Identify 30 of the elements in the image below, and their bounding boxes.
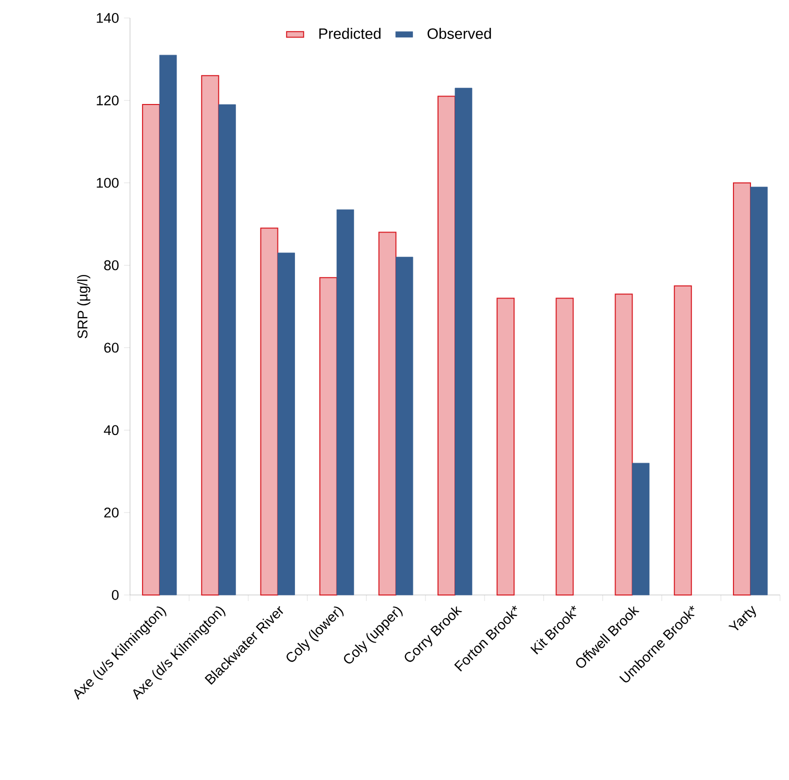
legend-label: Observed: [428, 28, 491, 39]
y-tick-label: 40: [104, 425, 119, 436]
y-tick-label: 80: [104, 260, 119, 270]
legend-label: Predicted: [319, 28, 381, 39]
y-tick-label: 60: [104, 342, 119, 353]
bar: [218, 104, 236, 596]
bar: [674, 285, 692, 596]
bar: [396, 256, 414, 596]
bar: [378, 232, 396, 596]
bar: [454, 88, 472, 596]
bar: [556, 298, 574, 596]
bar: [614, 294, 633, 596]
bar: [201, 75, 220, 596]
bar: [159, 54, 177, 596]
bar: [278, 252, 295, 596]
y-tick-label: 20: [104, 508, 119, 518]
bar: [732, 182, 751, 596]
bar: [438, 96, 456, 596]
bar: [632, 462, 650, 596]
bar: [260, 228, 278, 596]
bar: [319, 277, 338, 596]
y-tick-label: 140: [96, 13, 119, 23]
bar: [496, 298, 515, 596]
y-tick-label: 120: [96, 95, 119, 106]
y-tick-label: 100: [96, 178, 119, 188]
bar: [750, 186, 768, 596]
y-axis-title: SRP (µg/l): [77, 274, 90, 338]
bar: [336, 209, 354, 596]
y-tick-label: 0: [112, 590, 119, 600]
bar: [142, 104, 160, 596]
